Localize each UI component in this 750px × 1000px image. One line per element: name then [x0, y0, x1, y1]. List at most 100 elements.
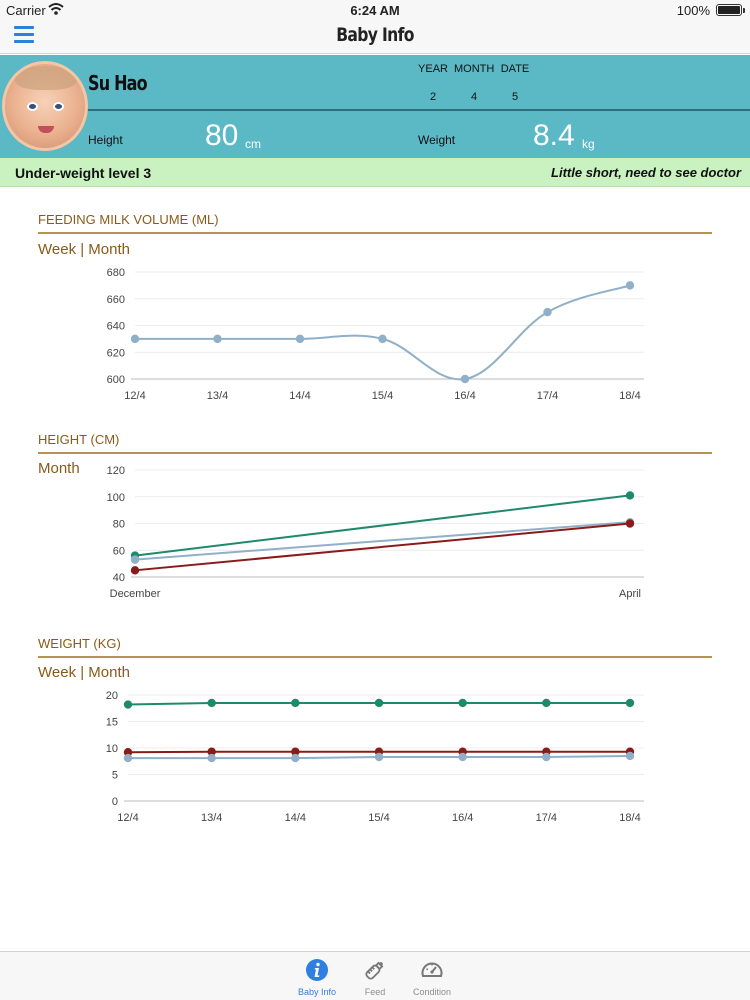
y-tick-label: 60 — [113, 545, 125, 557]
period-toggle[interactable]: Week | Month — [38, 241, 130, 258]
data-point — [130, 334, 140, 344]
data-point — [625, 519, 635, 528]
tab-label: Condition — [412, 987, 452, 997]
data-point — [123, 748, 133, 757]
battery-icon — [716, 4, 745, 16]
section-divider — [38, 232, 712, 234]
data-point — [625, 491, 635, 500]
x-tick-label: 14/4 — [285, 812, 306, 824]
page-title: Baby Info — [336, 24, 414, 46]
tab-condition[interactable]: Condition — [397, 952, 467, 1000]
weight-status-banner: Under-weight level 3 Little short, need … — [0, 158, 750, 187]
height-value: 80 — [205, 119, 239, 152]
age-date-label: DATE — [500, 63, 530, 75]
tab-label: Feed — [364, 987, 386, 997]
x-tick-label: 14/4 — [289, 390, 310, 402]
data-point — [374, 698, 384, 708]
age-month: MONTH 4 — [454, 63, 494, 103]
data-point — [291, 747, 300, 756]
y-tick-label: 10 — [106, 743, 118, 755]
height-chart: 40 60 80 100 120 December April — [107, 465, 644, 600]
y-tick-label: 600 — [107, 374, 125, 386]
x-tick-label: 16/4 — [452, 812, 473, 824]
series-line — [134, 522, 631, 572]
data-point — [291, 698, 300, 708]
data-point — [625, 751, 635, 761]
weight-chart: 0 5 10 15 20 12/4 13/4 14/4 15/4 16/4 17/4 18/4 — [106, 690, 644, 824]
data-point — [374, 752, 384, 762]
tab-bar: Baby Info Feed Condition — [0, 951, 750, 1000]
x-tick-label: 13/4 — [207, 390, 228, 402]
baby-profile-header: Su Hao YEAR 2 MONTH 4 DATE 5 Height 80 c… — [0, 55, 750, 158]
x-tick-label: 17/4 — [537, 390, 558, 402]
y-tick-label: 640 — [107, 321, 125, 333]
data-point — [458, 752, 467, 762]
data-point — [542, 698, 551, 708]
y-tick-label: 15 — [106, 717, 118, 729]
data-point — [458, 698, 467, 708]
gauge-icon — [421, 962, 443, 977]
data-point — [123, 700, 133, 709]
age-year-value: 2 — [429, 91, 437, 103]
data-point — [130, 555, 140, 564]
data-point — [295, 334, 305, 344]
section-title: HEIGHT (CM) — [38, 432, 120, 447]
weight-unit: kg — [582, 137, 595, 151]
data-point — [123, 753, 133, 763]
bottle-icon — [365, 961, 384, 980]
data-point — [207, 753, 216, 763]
y-tick-label: 5 — [112, 770, 118, 782]
x-tick-label: 18/4 — [619, 390, 640, 402]
data-point — [213, 334, 222, 344]
tab-feed[interactable]: Feed — [340, 952, 410, 1000]
section-title: FEEDING MILK VOLUME (ML) — [38, 212, 219, 227]
height-unit: cm — [245, 137, 261, 151]
tab-baby-info[interactable]: Baby Info — [282, 952, 352, 1000]
x-tick-label: 15/4 — [372, 390, 393, 402]
navigation-bar: Baby Info — [0, 20, 750, 54]
data-point — [130, 566, 140, 575]
x-tick-label: December — [110, 588, 161, 600]
x-tick-label: 15/4 — [368, 812, 389, 824]
series-line — [134, 284, 631, 381]
data-point — [542, 752, 551, 762]
weight-label: Weight — [418, 133, 456, 147]
clock: 6:24 AM — [350, 3, 400, 18]
data-point — [543, 307, 552, 317]
height-label: Height — [88, 133, 123, 147]
baby-name: Su Hao — [88, 71, 148, 95]
status-bar: Carrier 6:24 AM 100% — [0, 0, 750, 20]
avatar[interactable] — [2, 61, 88, 151]
battery-percent: 100% — [676, 3, 710, 18]
data-point — [291, 753, 300, 763]
series-line — [134, 494, 631, 557]
data-point — [378, 334, 387, 344]
x-tick-label: 13/4 — [201, 812, 222, 824]
age-year: YEAR 2 — [413, 63, 453, 103]
y-tick-label: 0 — [112, 796, 118, 808]
tab-label: Baby Info — [297, 987, 337, 997]
weight-value: 8.4 — [533, 119, 575, 152]
age-month-label: MONTH — [454, 63, 495, 75]
data-point — [207, 747, 216, 756]
period-toggle[interactable]: Week | Month — [38, 664, 130, 681]
x-tick-label: 17/4 — [536, 812, 557, 824]
x-tick-label: 18/4 — [619, 812, 640, 824]
y-tick-label: 660 — [107, 294, 125, 306]
x-tick-label: 12/4 — [124, 390, 145, 402]
y-tick-label: 100 — [107, 492, 125, 504]
x-tick-label: 16/4 — [454, 390, 475, 402]
y-tick-label: 80 — [113, 519, 125, 531]
hamburger-menu-icon[interactable] — [14, 26, 36, 46]
carrier-label: Carrier — [6, 3, 46, 18]
milk-volume-chart: 600 620 640 660 680 12/4 13/4 14/4 15/4 16/4 17/4 1… — [107, 267, 644, 402]
y-tick-label: 40 — [113, 572, 125, 584]
section-title: WEIGHT (KG) — [38, 636, 121, 651]
y-tick-label: 20 — [106, 690, 118, 702]
age-date: DATE 5 — [495, 63, 535, 103]
info-icon — [306, 959, 328, 981]
period-toggle[interactable]: Month — [38, 460, 80, 477]
status-advice: Little short, need to see doctor — [551, 165, 741, 180]
wifi-icon — [48, 3, 64, 15]
